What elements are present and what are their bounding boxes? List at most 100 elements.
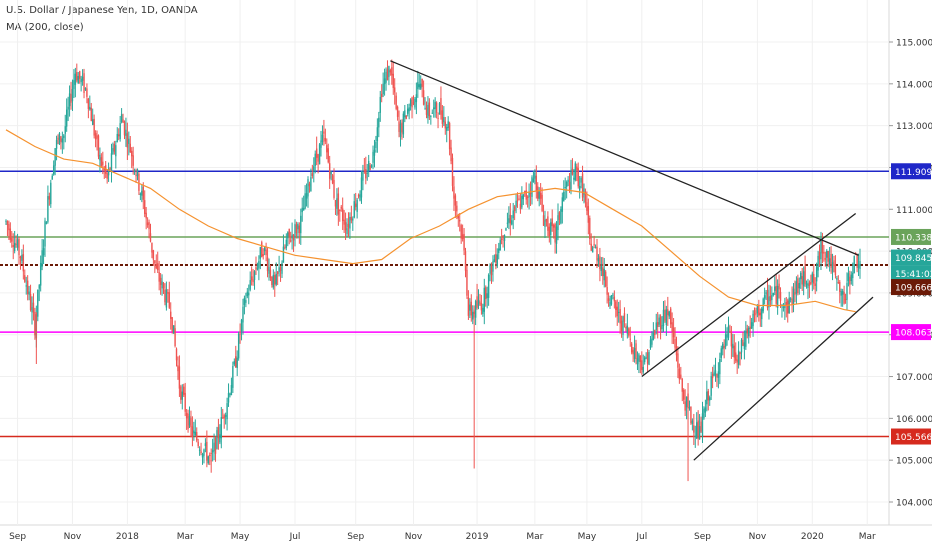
- candle-body: [378, 117, 380, 128]
- candle-body: [411, 97, 413, 108]
- candle-body: [9, 228, 12, 240]
- candle-body: [175, 348, 178, 361]
- candle-body: [47, 196, 49, 222]
- candle-body: [326, 145, 328, 153]
- candle-body: [76, 72, 78, 81]
- candle-body: [479, 301, 481, 304]
- candle-body: [6, 221, 9, 226]
- candle-body: [680, 374, 682, 379]
- candle-body: [216, 430, 218, 449]
- candle-body: [310, 177, 312, 192]
- candle-body: [466, 269, 468, 296]
- time-axis[interactable]: Sep Nov 2018 Mar May Jul Sep Nov 2019 Mar May Jul Se…: [9, 532, 876, 542]
- candle-body: [370, 165, 373, 167]
- candle-body: [700, 421, 702, 432]
- candle-body: [22, 254, 25, 272]
- candle-body: [617, 311, 620, 314]
- level-price-label-bg: [891, 324, 931, 341]
- candle-body: [171, 317, 173, 332]
- candle-body: [805, 282, 808, 286]
- candle-body: [206, 441, 208, 461]
- candle-body: [450, 147, 452, 162]
- candle-body: [349, 216, 351, 229]
- candle-body: [233, 361, 236, 365]
- candle-body: [339, 209, 341, 212]
- candle-body: [344, 222, 347, 231]
- candle-body: [388, 66, 390, 78]
- candle-body: [224, 415, 227, 417]
- price-labels: 111.909 110.338 108.063 105.566 109.845 15:41…: [891, 163, 932, 445]
- candle-body: [239, 333, 241, 335]
- candle-body: [346, 228, 348, 235]
- candle-body: [568, 181, 571, 191]
- candle-body: [456, 205, 458, 212]
- y-tick-label: 111.000: [896, 206, 932, 216]
- candle-body: [620, 320, 623, 332]
- candle-body: [852, 272, 854, 279]
- candle-body: [301, 207, 303, 213]
- candle-body: [856, 254, 858, 268]
- candle-body: [365, 169, 367, 179]
- candle-body: [402, 113, 405, 135]
- candle-body: [99, 154, 101, 161]
- candle-body: [327, 148, 329, 163]
- candle-body: [830, 254, 832, 268]
- candle-body: [418, 84, 420, 88]
- candle-body: [709, 397, 711, 401]
- candle-body: [194, 431, 196, 436]
- candle-body: [839, 281, 841, 292]
- candle-body: [646, 352, 649, 364]
- x-tick-label: 2018: [116, 532, 139, 542]
- candle-body: [13, 242, 16, 251]
- candle-body: [596, 246, 598, 261]
- chart-title: U.S. Dollar / Japanese Yen, 1D, OANDA: [6, 5, 198, 16]
- candle-body: [187, 413, 189, 429]
- candle-body: [834, 264, 837, 276]
- candle-body: [604, 271, 607, 287]
- candle-body: [155, 263, 157, 269]
- candle-body: [115, 145, 117, 157]
- candle-body: [229, 394, 231, 396]
- candle-body: [164, 289, 166, 303]
- candle-body: [547, 216, 549, 231]
- candle-body: [93, 118, 95, 136]
- candle-body: [495, 254, 497, 263]
- candle-body: [60, 136, 62, 142]
- candle-body: [526, 196, 529, 198]
- candle-body: [78, 71, 81, 79]
- candle-body: [305, 193, 308, 199]
- x-tick-label: Nov: [749, 532, 767, 542]
- trendlines: [390, 60, 874, 461]
- candle-body: [480, 302, 483, 311]
- candle-body: [433, 107, 435, 110]
- candle-body: [529, 192, 532, 195]
- candle-body: [771, 295, 773, 300]
- candle-body: [576, 166, 578, 170]
- candle-body: [379, 96, 381, 113]
- candle-body: [219, 434, 221, 443]
- candle-body: [814, 283, 816, 287]
- candle-body: [352, 218, 354, 221]
- candle-body: [437, 117, 439, 119]
- candle-body: [74, 73, 77, 85]
- candle-body: [116, 133, 118, 142]
- candle-body: [735, 352, 737, 361]
- dashed-level-label: 109.666: [895, 284, 932, 294]
- candle-body: [135, 174, 137, 177]
- candle-body: [740, 339, 743, 353]
- candle-body: [29, 294, 32, 310]
- candle-body: [12, 245, 14, 248]
- candle-body: [193, 430, 195, 434]
- candle-body: [584, 191, 587, 203]
- candle-body: [831, 262, 834, 273]
- candle-body: [58, 133, 61, 145]
- candle-body: [220, 417, 223, 439]
- candle-body: [658, 317, 660, 325]
- candle-body: [158, 272, 160, 282]
- candle-body: [840, 291, 842, 296]
- candle-body: [246, 291, 249, 297]
- candle-body: [849, 276, 851, 285]
- candle-body: [311, 173, 314, 176]
- y-tick-label: 106.000: [896, 415, 932, 425]
